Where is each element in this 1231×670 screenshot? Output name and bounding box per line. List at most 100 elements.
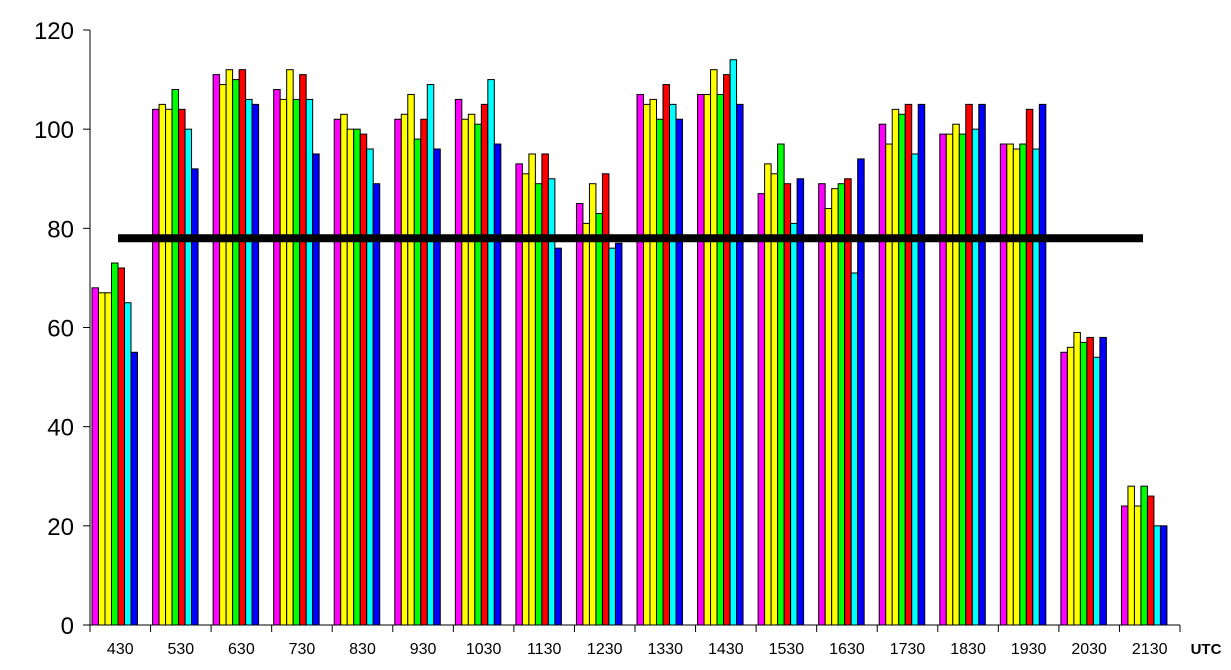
bar-830-s1 — [333, 118, 342, 626]
bar-1430-s6 — [729, 59, 738, 626]
bar-2130-s1 — [1120, 505, 1129, 626]
bar-1530-s2 — [764, 163, 772, 626]
y-tick-label-100: 100 — [34, 117, 74, 144]
bars-layer — [91, 59, 1168, 626]
bar-1630-s1 — [818, 183, 826, 626]
bar-1830-s4 — [958, 133, 967, 626]
bar-430-s4 — [111, 262, 119, 626]
bar-630-s2 — [219, 84, 227, 626]
bar-1430-s5 — [723, 74, 731, 626]
bar-1030-s2 — [461, 118, 469, 626]
bar-2030-s7 — [1099, 336, 1107, 626]
bar-1530-s7 — [796, 178, 805, 626]
bar-2130-s6 — [1153, 525, 1161, 626]
bar-1430-s1 — [697, 93, 705, 626]
x-tick-label-1130: 1130 — [527, 641, 562, 658]
bar-1030-s4 — [474, 123, 482, 626]
y-tick-label-80: 80 — [47, 216, 74, 243]
x-tick-label-930: 930 — [410, 641, 437, 658]
bar-1330-s3 — [649, 98, 657, 626]
bar-530-s6 — [184, 128, 193, 626]
bar-1230-s1 — [575, 203, 584, 626]
bar-1830-s3 — [952, 123, 960, 626]
bar-830-s3 — [346, 128, 355, 626]
bar-1030-s5 — [480, 103, 489, 626]
x-tick-label-1430: 1430 — [708, 641, 744, 658]
x-tick-label-1630: 1630 — [829, 641, 865, 658]
bar-1630-s4 — [837, 183, 846, 626]
x-tick-label-730: 730 — [289, 641, 316, 658]
bar-1730-s2 — [885, 143, 893, 626]
bar-1630-s3 — [831, 188, 839, 626]
bar-1630-s7 — [857, 158, 865, 626]
bar-1930-s5 — [1025, 108, 1034, 626]
bar-630-s1 — [212, 74, 221, 626]
x-tick-label-630: 630 — [228, 641, 255, 658]
bar-530-s2 — [158, 103, 167, 626]
bar-2030-s6 — [1092, 356, 1101, 626]
bar-1530-s5 — [783, 183, 792, 626]
bar-730-s7 — [312, 153, 320, 626]
bar-1930-s4 — [1019, 143, 1027, 626]
bar-2030-s5 — [1086, 336, 1094, 626]
x-tick-label-830: 830 — [349, 641, 376, 658]
bar-930-s3 — [407, 93, 415, 626]
bar-1430-s7 — [736, 103, 744, 626]
bar-1030-s7 — [493, 143, 502, 626]
x-tick-label-2130: 2130 — [1132, 641, 1168, 658]
bar-1330-s4 — [656, 118, 664, 626]
bar-630-s4 — [232, 79, 240, 626]
bar-830-s5 — [359, 133, 368, 626]
x-tick-label-1730: 1730 — [890, 641, 926, 658]
bar-1830-s2 — [945, 133, 954, 626]
bar-1630-s5 — [844, 178, 852, 626]
bar-1230-s2 — [582, 222, 590, 626]
y-tick-label-40: 40 — [47, 415, 74, 442]
bar-1130-s1 — [515, 163, 523, 626]
x-tick-label-1330: 1330 — [647, 641, 683, 658]
labels-layer: 0 20 40 60 80 100 120 430 530 630 730 830 930 1030 113… — [34, 18, 1222, 658]
bar-730-s3 — [286, 69, 294, 626]
bar-430-s1 — [91, 287, 99, 626]
bar-1730-s1 — [878, 123, 887, 626]
bar-830-s4 — [353, 128, 361, 626]
x-tick-label-1530: 1530 — [769, 641, 805, 658]
bar-2130-s2 — [1127, 485, 1135, 626]
bar-530-s5 — [178, 108, 186, 626]
bar-1030-s1 — [454, 98, 463, 626]
y-tick-label-60: 60 — [47, 316, 74, 343]
bar-2130-s7 — [1159, 525, 1168, 626]
bar-1730-s6 — [911, 153, 919, 626]
bar-2130-s5 — [1146, 495, 1155, 626]
x-tick-label-1030: 1030 — [466, 641, 502, 658]
bar-1430-s2 — [703, 93, 712, 626]
bar-2130-s3 — [1133, 505, 1142, 626]
bar-2030-s4 — [1079, 341, 1088, 626]
bar-730-s5 — [299, 74, 307, 626]
bar-1230-s6 — [608, 247, 616, 626]
bar-1730-s7 — [917, 103, 926, 626]
bar-1930-s2 — [1006, 143, 1014, 626]
bar-1930-s6 — [1032, 148, 1040, 626]
bar-530-s4 — [171, 89, 180, 626]
bar-1130-s5 — [541, 153, 549, 626]
bar-1330-s1 — [636, 93, 644, 626]
bar-1130-s7 — [554, 247, 562, 626]
bar-430-s7 — [130, 351, 138, 626]
bar-1330-s7 — [675, 118, 683, 626]
y-tick-label-0: 0 — [61, 613, 74, 640]
bar-530-s1 — [152, 108, 160, 626]
bar-1730-s5 — [904, 103, 913, 626]
bar-730-s2 — [279, 98, 288, 626]
bar-1230-s7 — [614, 242, 623, 626]
bar-1330-s6 — [669, 103, 677, 626]
bar-930-s7 — [433, 148, 441, 626]
bar-430-s6 — [124, 302, 132, 626]
bar-1330-s5 — [662, 84, 670, 626]
bar-630-s6 — [245, 98, 253, 626]
bar-630-s3 — [225, 69, 234, 626]
bar-1930-s3 — [1012, 148, 1021, 626]
bar-830-s2 — [340, 113, 348, 626]
x-tick-label-2030: 2030 — [1071, 641, 1107, 658]
